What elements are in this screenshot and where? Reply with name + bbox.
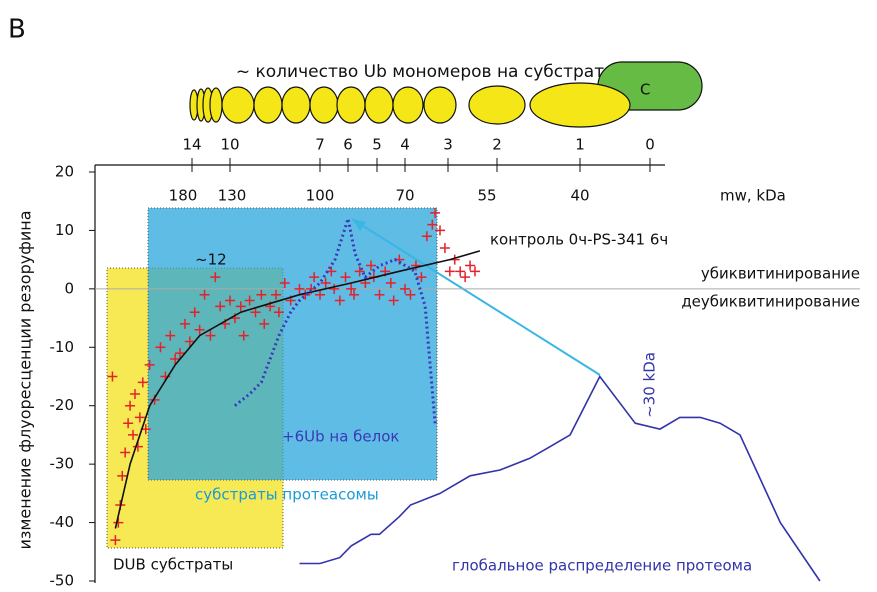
figure: B ~ количество Ub мономеров на субстрат … <box>0 0 877 592</box>
ub-tick-label: 4 <box>400 136 410 154</box>
ub-tick-label: 3 <box>443 136 453 154</box>
mw-tick-label: 40 <box>570 187 589 205</box>
y-tick-label: 20 <box>55 163 74 181</box>
annotation: контроль 0ч-PS-341 6ч <box>490 231 668 249</box>
point <box>440 243 450 253</box>
y-tick-label: -30 <box>50 455 75 473</box>
annotation: ~12 <box>195 251 227 269</box>
y-tick-label: -50 <box>50 572 75 590</box>
y-tick-label: -20 <box>50 396 75 414</box>
y-tick-label: 10 <box>55 221 74 239</box>
annotation: глобальное распределение протеома <box>452 557 752 575</box>
annotation: ~30 kDa <box>641 352 659 418</box>
mw-tick-label: 55 <box>477 187 496 205</box>
mw-tick-label: 130 <box>218 187 247 205</box>
annotation: субстраты протеасомы <box>195 486 379 504</box>
mw-tick-label: 70 <box>395 187 414 205</box>
ub-tick-label: 2 <box>492 136 502 154</box>
ub-axis-title: ~ количество Ub мономеров на субстрат <box>236 62 604 82</box>
ub-tick-label: 0 <box>645 136 655 154</box>
ub-tick-label: 6 <box>343 136 353 154</box>
ub-tick-label: 14 <box>182 136 201 154</box>
mw-tick-label: 180 <box>169 187 198 205</box>
x-axis-label: mw, kDa <box>720 187 786 205</box>
ub-tick-label: 5 <box>372 136 382 154</box>
point <box>465 260 475 270</box>
domain-label: C <box>640 81 650 99</box>
panel-label: B <box>8 15 26 45</box>
point <box>455 266 465 276</box>
y-tick-label: 0 <box>64 279 74 297</box>
point <box>445 266 455 276</box>
point <box>460 272 470 282</box>
ub-tick-label: 1 <box>575 136 585 154</box>
ub-tick-label: 10 <box>220 136 239 154</box>
ub-tick-label: 7 <box>315 136 325 154</box>
y-tick-label: -40 <box>50 513 75 531</box>
mw-tick-label: 100 <box>306 187 335 205</box>
y-tick-label: -10 <box>50 338 75 356</box>
annotation: DUB субстраты <box>113 556 233 574</box>
y-axis-label: изменение флуоресценции резоруфина <box>16 210 35 549</box>
annotation: +6Ub на белок <box>282 428 399 446</box>
point <box>470 266 480 276</box>
zero-label: убиквитинирование <box>701 265 860 283</box>
zero-label: деубиквитинирование <box>681 293 860 311</box>
